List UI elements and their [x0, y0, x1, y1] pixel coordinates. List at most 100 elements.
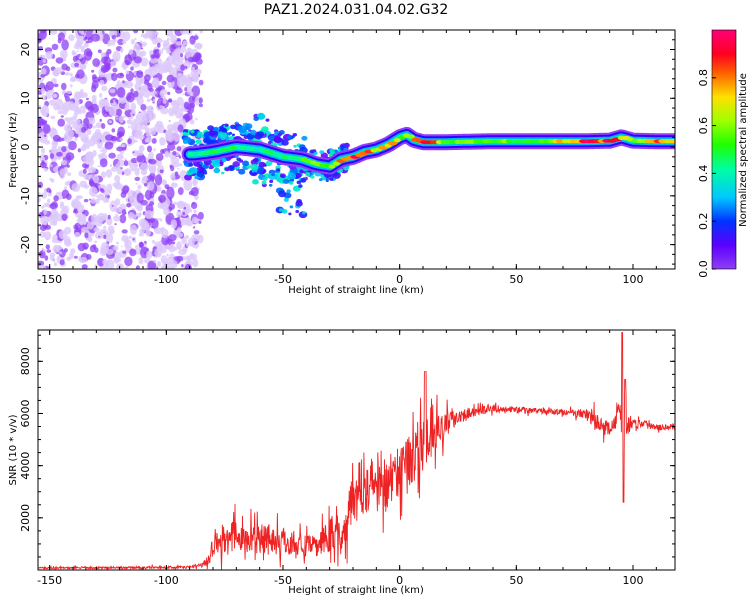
noise-blob	[97, 49, 102, 53]
noise-blob	[156, 261, 162, 267]
noise-blob	[111, 103, 119, 109]
noise-blob	[99, 31, 103, 35]
noise-blob	[119, 137, 123, 141]
noise-blob	[57, 32, 65, 41]
noise-blob	[149, 166, 157, 174]
cloud-blob	[224, 124, 229, 127]
noise-blob	[41, 94, 47, 101]
noise-blob	[99, 158, 108, 168]
cloud-blob	[195, 139, 202, 145]
noise-blob	[165, 256, 175, 265]
noise-blob	[52, 245, 60, 253]
noise-blob	[133, 163, 138, 168]
cloud-blob	[295, 200, 303, 207]
cloud-blob	[286, 135, 292, 140]
noise-blob	[117, 159, 126, 167]
noise-blob	[112, 67, 118, 73]
noise-blob	[42, 59, 46, 63]
noise-blob	[80, 35, 85, 40]
noise-blob	[134, 176, 141, 181]
noise-blob	[50, 178, 55, 183]
noise-blob	[40, 147, 46, 154]
noise-blob	[69, 101, 75, 107]
noise-blob	[74, 255, 78, 259]
figure-title: PAZ1.2024.031.04.02.G32	[264, 2, 449, 18]
noise-blob	[61, 213, 68, 221]
noise-blob	[99, 79, 105, 86]
noise-blob	[111, 205, 114, 207]
cloud-blob	[278, 190, 287, 198]
noise-blob	[124, 158, 127, 161]
cloud-blob	[256, 131, 265, 138]
noise-blob	[152, 239, 155, 244]
noise-blob	[159, 218, 163, 222]
noise-blob	[132, 118, 137, 124]
noise-blob	[129, 224, 138, 235]
noise-blob	[168, 107, 176, 117]
noise-blob	[97, 141, 103, 150]
noise-blob	[81, 127, 87, 133]
cloud-blob	[234, 166, 239, 170]
noise-blob	[154, 88, 162, 98]
noise-blob	[83, 184, 90, 189]
noise-blob	[74, 137, 78, 141]
noise-blob	[152, 49, 158, 54]
noise-blob	[160, 89, 168, 96]
noise-blob	[64, 186, 68, 190]
noise-blob	[40, 215, 49, 225]
noise-blob	[168, 244, 176, 253]
noise-blob	[42, 249, 47, 252]
noise-blob	[167, 99, 173, 103]
noise-blob	[92, 244, 97, 249]
noise-blob	[118, 96, 127, 104]
noise-blob	[115, 108, 123, 116]
cloud-blob	[245, 123, 253, 130]
cloud-blob	[282, 179, 290, 184]
cloud-blob	[302, 211, 306, 215]
noise-blob	[65, 66, 71, 72]
cloud-blob	[276, 177, 284, 183]
noise-blob	[92, 58, 100, 67]
noise-blob	[149, 201, 155, 206]
cloud-blob	[221, 171, 225, 175]
noise-blob	[129, 248, 137, 257]
noise-blob	[192, 178, 198, 187]
x-tick-label: 0	[396, 574, 403, 587]
noise-blob	[74, 91, 83, 100]
noise-blob	[62, 53, 65, 57]
noise-blob	[165, 47, 171, 54]
noise-blob	[121, 171, 125, 176]
noise-blob	[67, 104, 70, 107]
noise-blob	[44, 231, 52, 241]
noise-blob	[79, 256, 88, 263]
cloud-blob	[277, 132, 282, 137]
noise-blob	[94, 240, 98, 243]
y-tick-label: -10	[19, 187, 32, 205]
cloud-blob	[213, 168, 220, 174]
noise-blob	[126, 202, 132, 208]
noise-blob	[120, 80, 129, 87]
noise-blob	[83, 75, 87, 79]
noise-blob	[173, 126, 179, 134]
noise-blob	[148, 87, 154, 92]
cloud-blob	[242, 160, 250, 167]
noise-blob	[39, 156, 46, 162]
noise-blob	[149, 70, 153, 74]
noise-blob	[198, 97, 203, 104]
noise-blob	[40, 161, 47, 169]
noise-blob	[42, 113, 45, 116]
noise-blob	[154, 123, 162, 133]
noise-blob	[184, 87, 188, 92]
noise-blob	[65, 193, 72, 200]
noise-blob	[176, 255, 184, 262]
noise-blob	[44, 140, 51, 145]
noise-blob	[61, 82, 67, 91]
cloud-blob	[226, 132, 232, 136]
cloud-blob	[322, 177, 326, 181]
noise-blob	[195, 43, 203, 50]
noise-blob	[116, 131, 125, 138]
noise-blob	[52, 134, 61, 142]
cloud-blob	[268, 183, 273, 187]
noise-blob	[91, 69, 95, 73]
